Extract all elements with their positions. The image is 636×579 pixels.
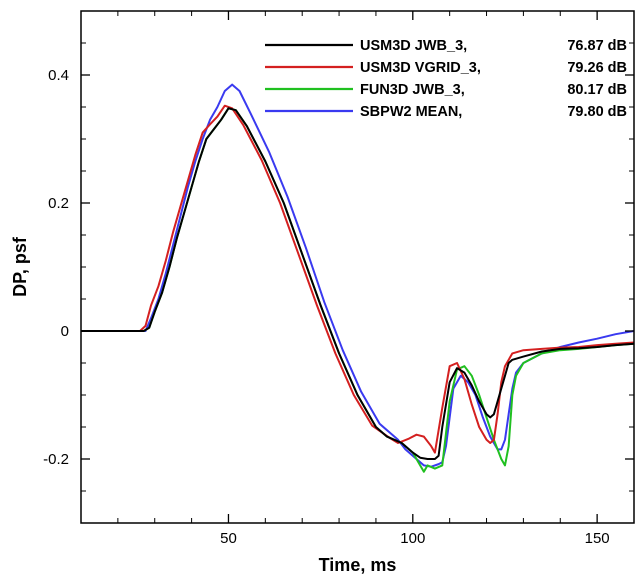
series-layer	[81, 83, 634, 473]
legend-label: USM3D VGRID_3,	[360, 60, 481, 76]
y-tick-label: -0.2	[43, 451, 69, 468]
x-axis-title: Time, ms	[319, 555, 397, 575]
y-tick-label: 0	[61, 323, 69, 340]
y-axis: -0.2 0 0.2 0.4	[43, 67, 634, 468]
y-tick-label: 0.4	[48, 67, 69, 84]
legend-value: 76.87 dB	[567, 38, 627, 54]
y-axis-title: DP, psf	[10, 236, 30, 297]
legend-value: 79.80 dB	[567, 104, 627, 120]
legend-label: USM3D JWB_3,	[360, 38, 467, 54]
x-tick-label: 50	[220, 530, 237, 547]
legend-label: SBPW2 MEAN,	[360, 104, 462, 120]
legend-value: 79.26 dB	[567, 60, 627, 76]
series-line-3	[81, 107, 634, 473]
y-tick-label: 0.2	[48, 195, 69, 212]
legend-label: FUN3D JWB_3,	[360, 82, 465, 98]
series-line-4	[81, 83, 634, 468]
legend: USM3D JWB_3, 76.87 dB USM3D VGRID_3, 79.26 …	[265, 38, 627, 120]
x-tick-label: 100	[400, 530, 425, 547]
series-line-2	[81, 104, 634, 454]
legend-value: 80.17 dB	[567, 82, 627, 98]
x-tick-label: 150	[585, 530, 610, 547]
plot-frame	[80, 10, 635, 524]
series-line-1	[81, 107, 634, 460]
x-axis: 50 100 150	[220, 11, 610, 547]
